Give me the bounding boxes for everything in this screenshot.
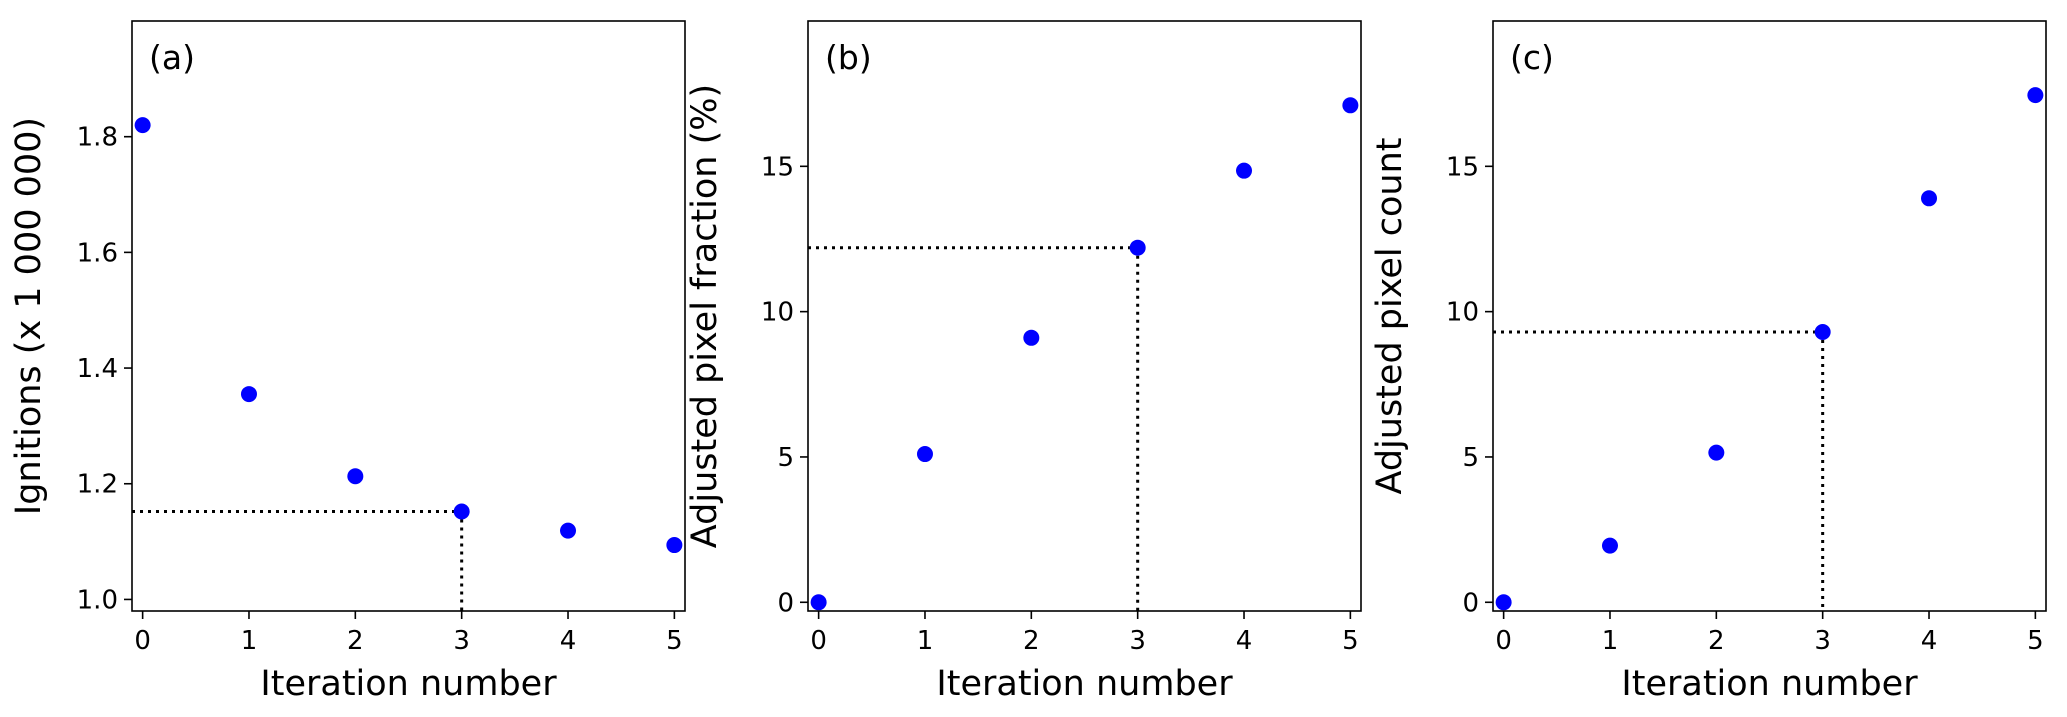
- y-tick-label: 5: [1462, 443, 1479, 473]
- y-tick-label: 10: [1446, 298, 1479, 328]
- y-tick-label: 10: [761, 298, 794, 328]
- y-tick-label: 1.6: [77, 238, 118, 268]
- y-tick-label: 0: [777, 588, 794, 618]
- chart-panel-1: 0 1 2 3 4 5 0 5 10 15 Iteration number Adjusted pix…: [685, 20, 1362, 704]
- data-point: [1129, 239, 1146, 256]
- y-tick-label: 15: [761, 152, 794, 182]
- y-tick-label: 0: [1462, 588, 1479, 618]
- x-tick-label: 0: [1495, 626, 1512, 656]
- x-axis-label: Iteration number: [1621, 664, 1918, 704]
- panel-label: (c): [1510, 38, 1554, 77]
- panel-label: (a): [149, 38, 195, 77]
- y-tick-label: 1.0: [77, 585, 118, 615]
- x-tick-label: 2: [1023, 626, 1040, 656]
- chart-panel-2: 0 1 2 3 4 5 0 5 10 15 Iteration number Adjusted pix…: [1370, 20, 2047, 704]
- x-tick-label: 1: [241, 626, 258, 656]
- data-point: [1342, 97, 1359, 114]
- x-tick-label: 5: [2027, 626, 2044, 656]
- data-point: [916, 446, 933, 463]
- x-tick-label: 2: [347, 626, 364, 656]
- chart-panel-0: 0 1 2 3 4 5 1.0 1.2 1.4 1.6 1.8 Iteration number Ign…: [9, 20, 686, 704]
- axes-frame: [131, 20, 686, 612]
- data-point: [2027, 87, 2044, 104]
- x-tick-label: 0: [134, 626, 151, 656]
- x-tick-label: 4: [560, 626, 577, 656]
- data-point: [347, 468, 364, 485]
- x-tick-label: 4: [1236, 626, 1253, 656]
- data-point: [1921, 190, 1938, 207]
- y-tick-label: 5: [777, 443, 794, 473]
- data-point: [240, 386, 257, 403]
- x-tick-label: 5: [666, 626, 683, 656]
- y-tick-label: 1.4: [77, 354, 118, 384]
- panel-label: (b): [825, 38, 872, 77]
- y-tick-label: 1.8: [77, 123, 118, 153]
- x-tick-label: 5: [1342, 626, 1359, 656]
- x-tick-label: 3: [1129, 626, 1146, 656]
- x-tick-label: 1: [917, 626, 934, 656]
- x-axis-label: Iteration number: [260, 664, 557, 704]
- y-axis-label: Adjusted pixel count: [1370, 138, 1410, 495]
- data-point: [453, 503, 470, 520]
- x-tick-label: 0: [810, 626, 827, 656]
- data-point: [1236, 162, 1253, 179]
- x-tick-label: 1: [1602, 626, 1619, 656]
- x-tick-label: 4: [1921, 626, 1938, 656]
- x-axis-label: Iteration number: [936, 664, 1233, 704]
- data-point: [1601, 537, 1618, 554]
- data-point: [134, 117, 151, 134]
- y-tick-label: 15: [1446, 152, 1479, 182]
- data-point: [1814, 323, 1831, 340]
- axes-frame: [807, 20, 1362, 612]
- x-tick-label: 2: [1708, 626, 1725, 656]
- data-point: [1495, 594, 1512, 611]
- y-axis-label: Ignitions (x 1 000 000): [9, 117, 49, 515]
- data-point: [810, 594, 827, 611]
- x-tick-label: 3: [1814, 626, 1831, 656]
- data-point: [1023, 329, 1040, 346]
- x-tick-label: 3: [453, 626, 470, 656]
- y-tick-label: 1.2: [77, 470, 118, 500]
- data-point: [666, 537, 683, 554]
- y-axis-label: Adjusted pixel fraction (%): [685, 84, 725, 548]
- data-point: [1708, 444, 1725, 461]
- axes-frame: [1492, 20, 2047, 612]
- data-point: [560, 522, 577, 539]
